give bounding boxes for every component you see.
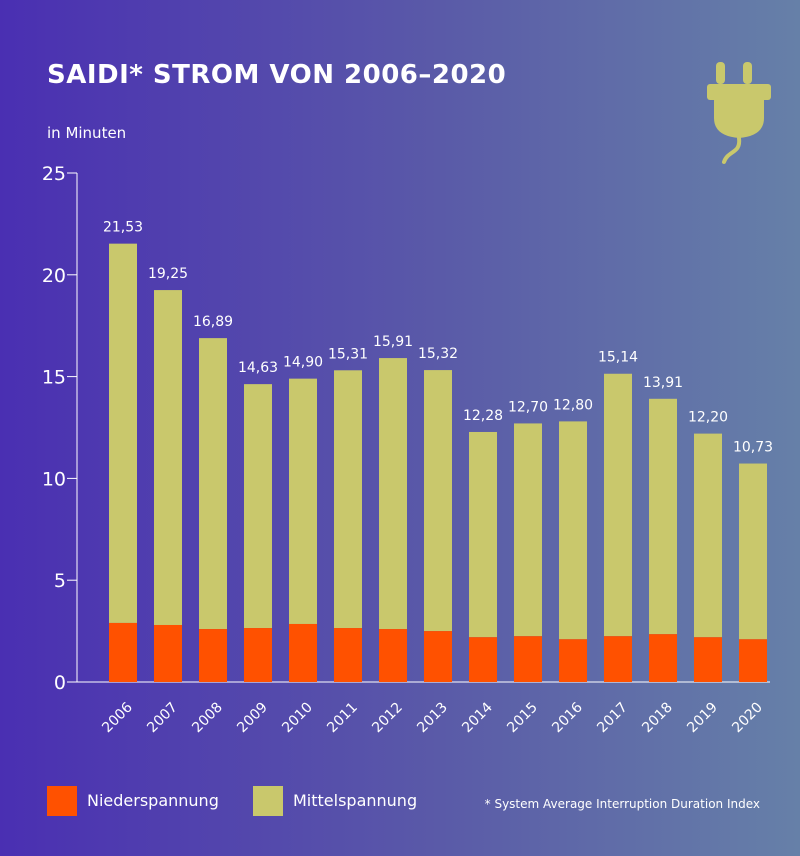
bar-niederspannung-2007 <box>154 624 182 682</box>
bar-mittelspannung-2017 <box>604 373 632 637</box>
bar-mittelspannung-2009 <box>244 384 272 629</box>
x-tick-label-2009: 2009 <box>234 700 271 737</box>
plug-icon <box>707 62 771 164</box>
data-label-2020: 10,73 <box>733 440 773 456</box>
data-label-2006: 21,53 <box>103 220 143 236</box>
bar-niederspannung-2018 <box>649 634 677 682</box>
data-label-2008: 16,89 <box>193 314 233 330</box>
x-tick-label-2011: 2011 <box>324 700 361 737</box>
bar-mittelspannung-2020 <box>739 463 767 640</box>
bar-mittelspannung-2006 <box>109 243 137 623</box>
x-tick-label-2018: 2018 <box>639 700 676 737</box>
data-label-2015: 12,70 <box>508 399 548 415</box>
bar-mittelspannung-2011 <box>334 370 362 629</box>
data-label-2014: 12,28 <box>463 408 503 424</box>
x-tick-label-2013: 2013 <box>414 700 451 737</box>
data-label-2018: 13,91 <box>643 375 683 391</box>
bar-niederspannung-2008 <box>199 629 227 682</box>
x-tick-label-2017: 2017 <box>594 700 631 737</box>
bar-mittelspannung-2014 <box>469 431 497 638</box>
data-label-2016: 12,80 <box>553 397 593 413</box>
bar-niederspannung-2016 <box>559 639 587 682</box>
x-tick-label-2010: 2010 <box>279 700 316 737</box>
bar-niederspannung-2020 <box>739 639 767 682</box>
bar-niederspannung-2015 <box>514 636 542 682</box>
data-label-2011: 15,31 <box>328 346 368 362</box>
bar-niederspannung-2019 <box>694 637 722 682</box>
bar-mittelspannung-2013 <box>424 370 452 632</box>
legend-label-niederspannung: Niederspannung <box>87 791 219 810</box>
bar-niederspannung-2017 <box>604 636 632 682</box>
legend-label-mittelspannung: Mittelspannung <box>293 791 418 810</box>
bar-mittelspannung-2018 <box>649 398 677 635</box>
data-label-2013: 15,32 <box>418 346 458 362</box>
x-tick-label-2007: 2007 <box>144 700 181 737</box>
y-tick-label-20: 20 <box>42 265 66 287</box>
data-label-2012: 15,91 <box>373 334 413 350</box>
bar-niederspannung-2014 <box>469 637 497 682</box>
bar-niederspannung-2011 <box>334 628 362 682</box>
bar-mittelspannung-2016 <box>559 421 587 640</box>
data-label-2007: 19,25 <box>148 266 188 282</box>
x-tick-label-2012: 2012 <box>369 700 406 737</box>
y-tick-label-0: 0 <box>54 672 66 694</box>
x-tick-label-2014: 2014 <box>459 699 496 736</box>
data-label-2017: 15,14 <box>598 350 638 366</box>
bar-mittelspannung-2010 <box>289 378 317 624</box>
x-tick-label-2006: 2006 <box>99 699 136 736</box>
x-tick-label-2016: 2016 <box>549 699 586 736</box>
y-tick-label-10: 10 <box>42 468 66 490</box>
bar-mittelspannung-2007 <box>154 290 182 625</box>
bar-niederspannung-2009 <box>244 628 272 682</box>
x-tick-label-2008: 2008 <box>189 700 226 737</box>
y-tick-label-25: 25 <box>42 163 66 185</box>
legend-swatch-mittelspannung <box>253 786 283 816</box>
legend-swatch-niederspannung <box>47 786 77 816</box>
bar-niederspannung-2012 <box>379 629 407 682</box>
bar-niederspannung-2010 <box>289 623 317 682</box>
bar-mittelspannung-2019 <box>694 433 722 638</box>
y-axis-unit-label: in Minuten <box>47 124 127 142</box>
x-tick-label-2020: 2020 <box>729 700 766 737</box>
data-label-2019: 12,20 <box>688 410 728 426</box>
x-tick-label-2015: 2015 <box>504 700 541 737</box>
y-tick-label-5: 5 <box>54 570 66 592</box>
bar-niederspannung-2006 <box>109 622 137 682</box>
chart-title: SAIDI* STROM VON 2006–2020 <box>47 60 507 90</box>
bar-mittelspannung-2015 <box>514 423 542 637</box>
bar-mittelspannung-2012 <box>379 358 407 630</box>
footnote: * System Average Interruption Duration I… <box>484 797 760 811</box>
y-tick-label-15: 15 <box>42 367 66 389</box>
data-label-2010: 14,90 <box>283 355 323 371</box>
bar-mittelspannung-2008 <box>199 338 227 630</box>
data-label-2009: 14,63 <box>238 360 278 376</box>
x-tick-label-2019: 2019 <box>684 700 721 737</box>
bar-niederspannung-2013 <box>424 631 452 682</box>
